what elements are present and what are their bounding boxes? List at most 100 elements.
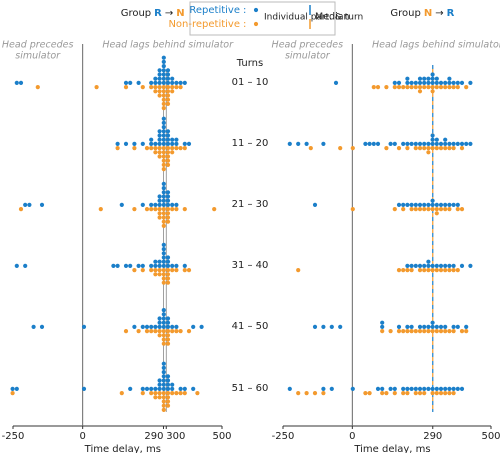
- dot: [165, 80, 171, 85]
- dot: [157, 207, 162, 212]
- dot: [165, 194, 171, 199]
- dot: [132, 207, 137, 212]
- dot: [157, 268, 162, 273]
- dot: [430, 386, 435, 391]
- dot: [451, 146, 456, 151]
- dot: [165, 158, 171, 163]
- dot: [430, 202, 435, 207]
- dot: [149, 263, 154, 268]
- dot: [165, 93, 171, 98]
- dot: [165, 129, 171, 134]
- dot: [443, 80, 448, 85]
- dot: [409, 80, 414, 85]
- dot: [447, 146, 452, 151]
- dot: [430, 263, 435, 268]
- dot: [149, 386, 154, 391]
- dot: [165, 190, 171, 195]
- x-tick-label: 500: [481, 431, 500, 442]
- dot: [161, 382, 166, 387]
- dot: [149, 268, 154, 273]
- dot: [413, 207, 418, 212]
- dot: [14, 386, 19, 391]
- dot: [161, 251, 166, 256]
- dot: [165, 146, 171, 151]
- title-part: Group: [121, 8, 151, 19]
- dot: [161, 120, 166, 125]
- dot: [23, 263, 28, 268]
- dot: [430, 207, 435, 212]
- dot: [161, 391, 166, 396]
- dot: [422, 207, 427, 212]
- dot: [430, 133, 435, 138]
- dot: [304, 141, 309, 146]
- x-tick-label: 500: [212, 431, 231, 442]
- dot: [132, 268, 137, 273]
- legend-separator: :: [243, 19, 246, 30]
- title-part: R: [447, 8, 455, 19]
- dot: [321, 141, 326, 146]
- dot: [161, 158, 166, 163]
- dot: [149, 85, 154, 90]
- dot: [426, 146, 431, 151]
- x-tick-label: 290: [423, 431, 442, 442]
- dot: [39, 202, 45, 207]
- dot: [182, 268, 187, 273]
- dot: [451, 268, 456, 273]
- dot: [153, 89, 158, 94]
- dot: [157, 272, 162, 277]
- dot: [165, 386, 171, 391]
- dot: [447, 263, 452, 268]
- dot: [174, 202, 179, 207]
- dot: [363, 141, 368, 146]
- dot: [149, 141, 154, 146]
- dot: [165, 101, 171, 106]
- dot: [426, 207, 431, 212]
- dot: [161, 125, 166, 130]
- dot: [413, 141, 418, 146]
- dot: [182, 146, 187, 151]
- dot: [174, 324, 179, 329]
- dot: [459, 329, 465, 334]
- dot: [333, 80, 339, 85]
- dot: [401, 386, 406, 391]
- dot: [170, 146, 175, 151]
- dot: [405, 391, 410, 396]
- dot: [157, 259, 162, 264]
- dot: [153, 85, 158, 90]
- dot: [140, 141, 145, 146]
- dot: [178, 386, 183, 391]
- dot: [161, 333, 166, 338]
- dot: [161, 324, 166, 329]
- dot: [115, 146, 120, 151]
- dot: [157, 211, 162, 216]
- dot: [161, 93, 166, 98]
- dot: [178, 80, 183, 85]
- dot: [161, 162, 166, 167]
- dot: [161, 374, 166, 379]
- dot: [430, 324, 435, 329]
- dot: [195, 391, 200, 396]
- dot: [136, 80, 141, 85]
- dot: [165, 72, 171, 77]
- dot: [384, 85, 389, 90]
- dot: [149, 146, 154, 151]
- dot: [401, 207, 406, 212]
- dot: [161, 370, 166, 375]
- dot: [161, 59, 166, 64]
- dot: [443, 207, 448, 212]
- dot: [119, 202, 124, 207]
- dot: [443, 329, 448, 334]
- dot: [161, 106, 166, 111]
- dot: [161, 247, 166, 252]
- dot: [455, 202, 460, 207]
- dot: [430, 137, 435, 142]
- dot: [165, 337, 171, 342]
- dot: [443, 391, 448, 396]
- dot: [413, 386, 418, 391]
- dot: [405, 324, 410, 329]
- dot: [149, 80, 154, 85]
- dot: [430, 320, 435, 325]
- dot: [161, 64, 166, 69]
- dot: [413, 263, 418, 268]
- dot: [18, 207, 24, 212]
